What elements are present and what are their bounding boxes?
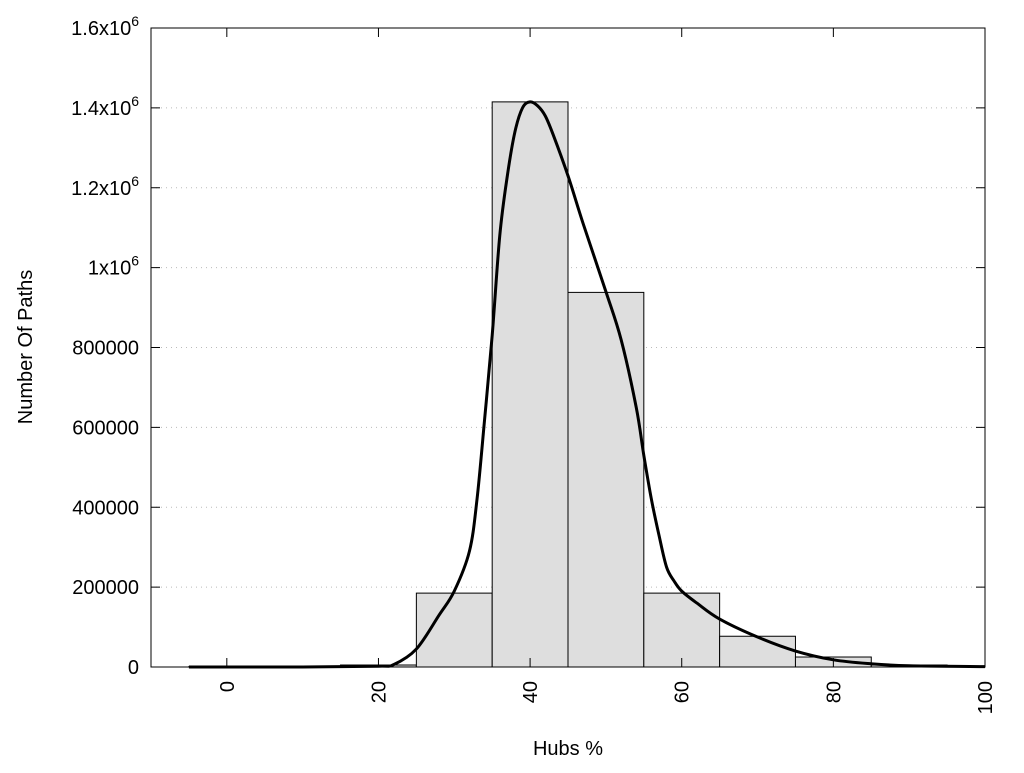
y-tick-label: 600000 bbox=[72, 417, 139, 439]
histogram-bar bbox=[644, 593, 720, 667]
histogram-bar bbox=[416, 593, 492, 667]
y-tick-label: 200000 bbox=[72, 577, 139, 599]
bars bbox=[189, 102, 947, 667]
y-tick-label: 800000 bbox=[72, 338, 139, 360]
x-tick-label: 20 bbox=[368, 681, 390, 703]
y-tick-labels: 0 200000 400000 600000 800000 1x106 1.2x106 1.4… bbox=[71, 13, 139, 679]
y-tick-exponent: 6 bbox=[131, 13, 139, 29]
x-tick-label: 0 bbox=[217, 681, 239, 692]
histogram-bar bbox=[568, 292, 644, 667]
x-axis-label: Hubs % bbox=[533, 738, 603, 760]
y-tick-exponent: 6 bbox=[131, 253, 139, 269]
x-tick-label: 40 bbox=[520, 681, 542, 703]
x-tick-label: 60 bbox=[672, 681, 694, 703]
y-tick-exponent: 6 bbox=[131, 93, 139, 109]
y-tick-label: 0 bbox=[128, 657, 139, 679]
y-axis-label: Number Of Paths bbox=[15, 270, 37, 425]
x-tick-labels: 0 20 40 60 80 100 bbox=[217, 681, 997, 714]
y-tick-label: 400000 bbox=[72, 497, 139, 519]
x-tick-label: 80 bbox=[823, 681, 845, 703]
y-tick-label: 1x106 bbox=[88, 253, 139, 280]
histogram-bar bbox=[492, 102, 568, 667]
y-tick-label: 1.4x106 bbox=[71, 93, 139, 120]
histogram-bar bbox=[720, 636, 796, 667]
y-tick-label: 1.2x106 bbox=[71, 173, 139, 200]
x-tick-label: 100 bbox=[975, 681, 997, 714]
y-tick-exponent: 6 bbox=[131, 173, 139, 189]
y-tick-label: 1.6x106 bbox=[71, 13, 139, 40]
